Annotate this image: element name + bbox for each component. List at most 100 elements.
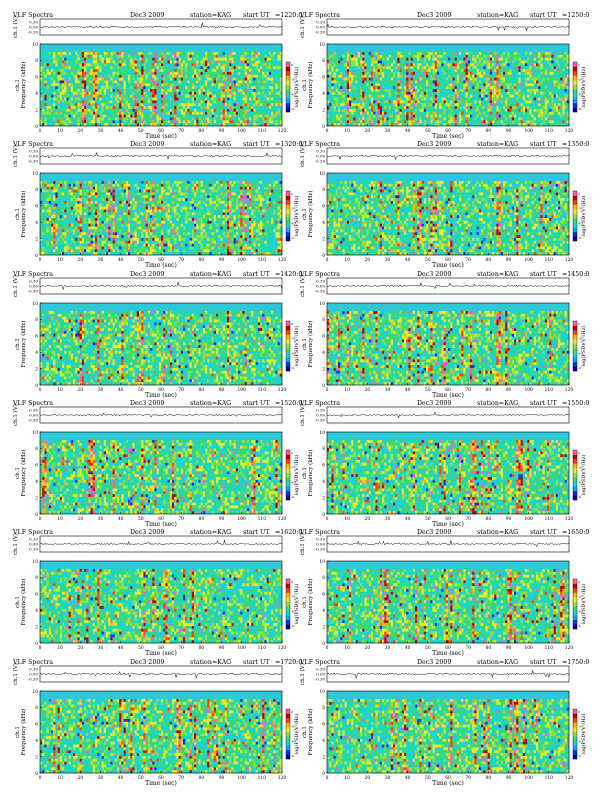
spectrogram-cell <box>397 112 399 115</box>
spectrogram-cell <box>238 120 240 123</box>
spectrogram-cell <box>209 86 211 89</box>
spectrogram-cell <box>51 106 53 109</box>
spectrogram-cell <box>391 78 393 81</box>
spectrogram-cell <box>419 120 421 123</box>
spectrogram-cell <box>428 61 430 64</box>
spectrogram-cell <box>275 120 277 123</box>
spectrogram-cell <box>55 117 57 120</box>
spectrogram-cell <box>402 72 404 75</box>
spectrogram-cell <box>124 89 126 92</box>
spectrogram-cell <box>148 98 150 101</box>
spectrogram-cell <box>373 52 375 55</box>
spectrogram-cell <box>49 69 51 72</box>
spectrogram-cell <box>227 117 229 120</box>
spectrogram-cell <box>159 72 161 75</box>
spectrogram-cell <box>135 61 137 64</box>
spectrogram-cell <box>102 86 104 89</box>
spectrogram-cell <box>234 106 236 109</box>
spectrogram-cell <box>260 83 262 86</box>
spectrogram-cell <box>264 55 266 58</box>
spectrogram-cell <box>234 80 236 83</box>
spectrogram-cell <box>424 75 426 78</box>
spectrogram-cell <box>209 106 211 109</box>
spectrogram-cell <box>267 80 269 83</box>
spectrogram-cell <box>271 61 273 64</box>
spectrogram-cell <box>77 103 79 106</box>
spectrogram-cell <box>113 66 115 69</box>
spectrogram-cell <box>161 120 163 123</box>
spectrogram-cell <box>419 63 421 66</box>
spectrogram-cell <box>247 63 249 66</box>
spectrogram-cell <box>40 103 42 106</box>
spectrogram-cell <box>397 103 399 106</box>
spectrogram-cell <box>97 58 99 61</box>
spectrogram-cell <box>187 78 189 81</box>
spectrogram-cell <box>207 100 209 103</box>
spectrogram-cell <box>69 95 71 98</box>
spectrogram-cell <box>97 106 99 109</box>
spectrogram-cell <box>422 86 424 89</box>
spectrogram-cell <box>264 98 266 101</box>
spectrogram-cell <box>91 95 93 98</box>
spectrogram-cell <box>406 100 408 103</box>
spectrogram-cell <box>58 89 60 92</box>
spectrogram-cell <box>196 83 198 86</box>
spectrogram-cell <box>240 80 242 83</box>
spectrogram-cell <box>172 106 174 109</box>
spectrogram-cell <box>251 55 253 58</box>
spectrogram-cell <box>218 117 220 120</box>
spectrogram-cell <box>433 100 435 103</box>
spectrogram-cell <box>201 83 203 86</box>
spectrogram-cell <box>234 100 236 103</box>
spectrogram-cell <box>253 109 255 112</box>
spectrogram-cell <box>258 55 260 58</box>
spectrogram-cell <box>264 120 266 123</box>
spectrogram-cell <box>91 58 93 61</box>
spectrogram-cell <box>267 115 269 118</box>
spectrogram-cell <box>119 86 121 89</box>
spectrogram-cell <box>395 66 397 69</box>
spectrogram-cell <box>236 109 238 112</box>
spectrogram-cell <box>205 63 207 66</box>
spectrogram-cell <box>351 80 353 83</box>
spectrogram-cell <box>430 58 432 61</box>
spectrogram-cell <box>227 86 229 89</box>
spectrogram-cell <box>179 78 181 81</box>
spectrogram-cell <box>393 58 395 61</box>
spectrogram-cell <box>40 89 42 92</box>
spectrogram-cell <box>329 115 331 118</box>
spectrogram-cell <box>82 120 84 123</box>
spectrogram-cell <box>384 106 386 109</box>
spectrogram-cell <box>437 72 439 75</box>
spectrogram-cell <box>382 98 384 101</box>
spectrogram-cell <box>97 55 99 58</box>
spectrogram-cell <box>69 78 71 81</box>
spectrogram-cell <box>278 103 280 106</box>
spectrogram-cell <box>66 58 68 61</box>
spectrogram-cell <box>223 55 225 58</box>
spectrogram-cell <box>351 109 353 112</box>
spectrogram-cell <box>251 100 253 103</box>
spectrogram-cell <box>437 75 439 78</box>
spectrogram-cell <box>181 83 183 86</box>
spectrogram-cell <box>430 80 432 83</box>
spectrogram-cell <box>395 115 397 118</box>
spectrogram-cell <box>201 58 203 61</box>
spectrogram-cell <box>80 69 82 72</box>
spectrogram-cell <box>245 117 247 120</box>
spectrogram-cell <box>64 115 66 118</box>
spectrogram-cell <box>393 120 395 123</box>
spectrogram-cell <box>256 78 258 81</box>
spectrogram-cell <box>278 78 280 81</box>
spectrogram-cell <box>163 106 165 109</box>
spectrogram-cell <box>382 86 384 89</box>
spectrogram-cell <box>369 72 371 75</box>
spectrogram-cell <box>141 75 143 78</box>
spectrogram-cell <box>426 55 428 58</box>
spectrogram-cell <box>66 78 68 81</box>
spectrogram-cell <box>172 72 174 75</box>
spectrogram-cell <box>49 55 51 58</box>
spectrogram-cell <box>411 75 413 78</box>
spectrogram-cell <box>185 55 187 58</box>
spectrogram-cell <box>446 98 448 101</box>
